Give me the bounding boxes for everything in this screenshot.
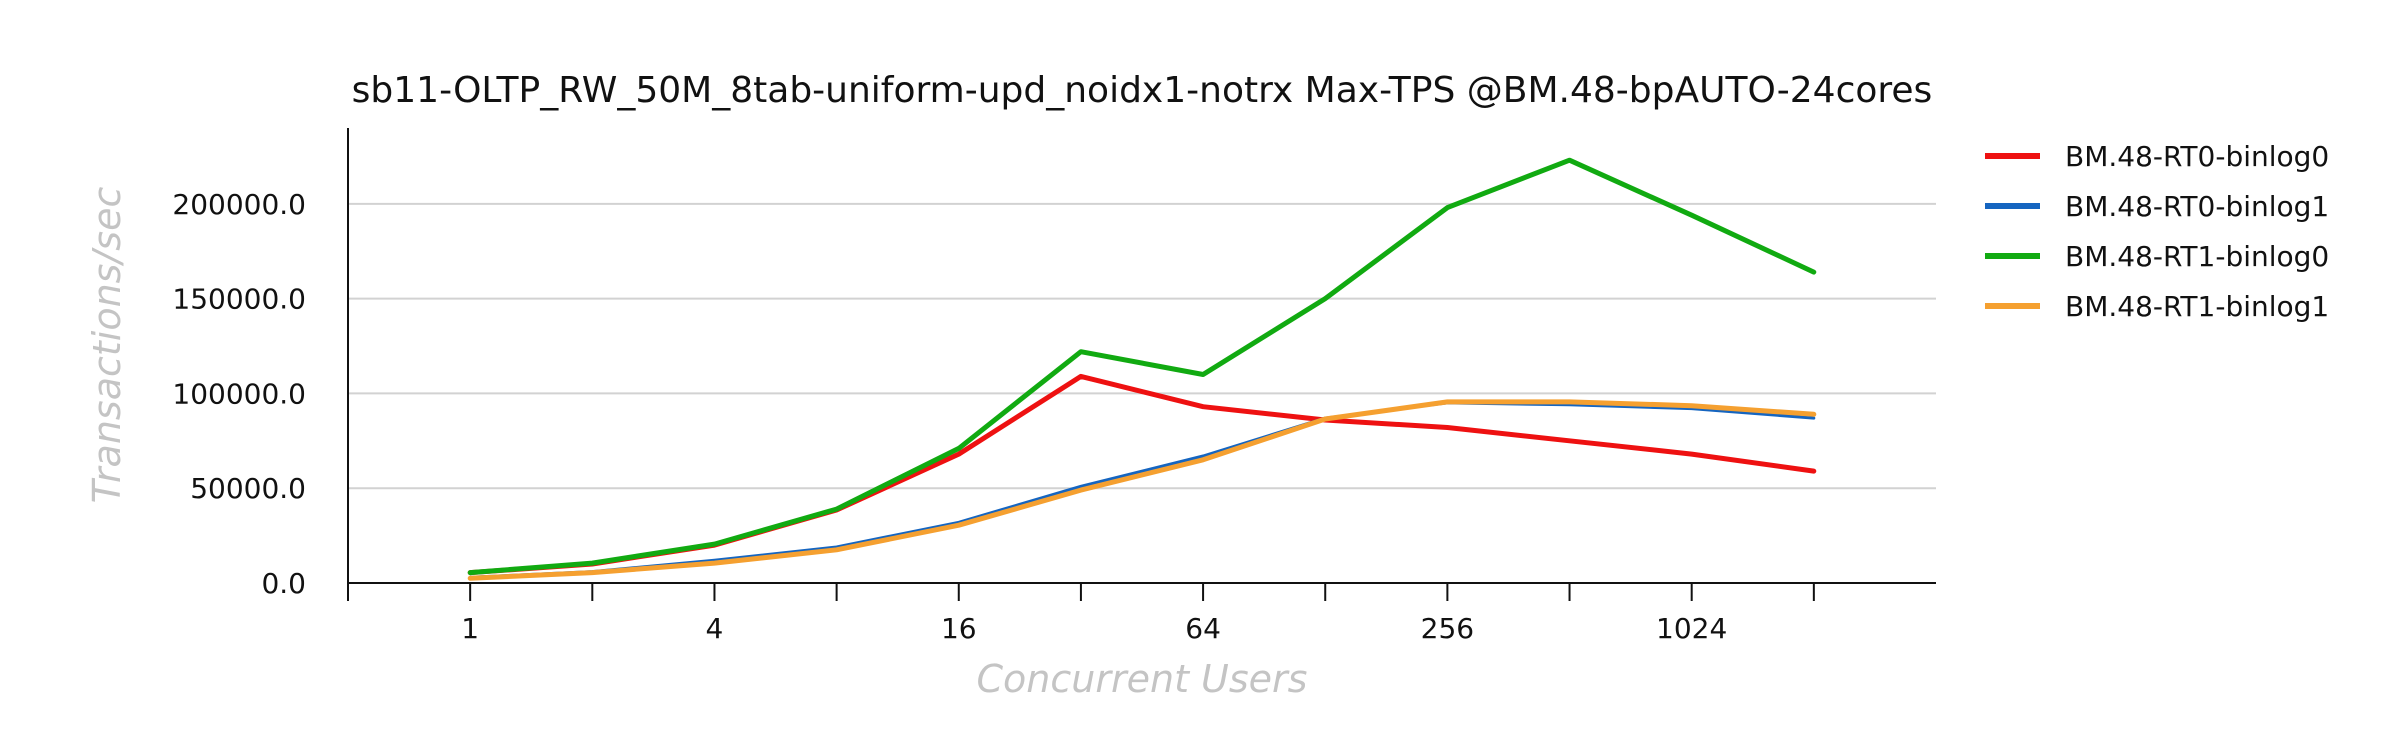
series-line (467, 399, 1817, 581)
axes: 0.0 50000.0 100000.0 150000.0 200000.0 1 4 16 64… (172, 128, 1936, 645)
legend: BM.48-RT0-binlog0 BM.48-RT0-binlog1 BM.48-… (1985, 140, 2329, 323)
legend-label: BM.48-RT1-binlog1 (2065, 290, 2329, 323)
x-tick-label: 1 (461, 612, 479, 645)
y-tick-label: 150000.0 (172, 283, 306, 316)
x-tick-label: 16 (941, 612, 977, 645)
legend-label: BM.48-RT0-binlog1 (2065, 190, 2329, 223)
x-tick-label: 64 (1185, 612, 1221, 645)
y-tick-label: 200000.0 (172, 188, 306, 221)
legend-label: BM.48-RT0-binlog0 (2065, 140, 2329, 173)
series-lines (467, 157, 1817, 581)
gridlines (348, 202, 1936, 490)
y-tick-label: 100000.0 (172, 377, 306, 410)
series-line (467, 157, 1817, 576)
x-tick-label: 1024 (1656, 612, 1727, 645)
y-tick-label: 0.0 (261, 567, 306, 600)
x-tick-label: 4 (706, 612, 724, 645)
chart-title: sb11-OLTP_RW_50M_8tab-uniform-upd_noidx1… (352, 70, 1933, 111)
y-tick-label: 50000.0 (190, 472, 306, 505)
x-axis-title: Concurrent Users (977, 657, 1308, 701)
legend-label: BM.48-RT1-binlog0 (2065, 240, 2329, 273)
x-tick-label: 256 (1421, 612, 1474, 645)
y-axis-title: Transactions/sec (85, 187, 129, 504)
